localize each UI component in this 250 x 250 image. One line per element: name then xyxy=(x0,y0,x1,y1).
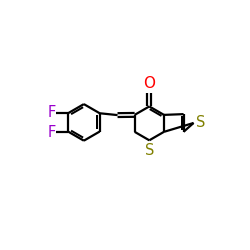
Text: F: F xyxy=(47,124,56,140)
Text: F: F xyxy=(47,105,56,120)
Text: S: S xyxy=(144,142,154,158)
Text: O: O xyxy=(143,76,155,92)
Text: S: S xyxy=(196,116,205,130)
